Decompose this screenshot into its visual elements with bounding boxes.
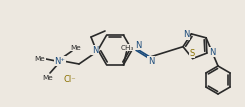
Text: CH₃: CH₃ [121, 45, 134, 51]
Text: N: N [148, 56, 154, 65]
Text: N⁺: N⁺ [55, 56, 65, 65]
Text: Me: Me [71, 45, 81, 51]
Text: Cl⁻: Cl⁻ [64, 74, 76, 83]
Text: Me: Me [43, 75, 53, 81]
Text: S: S [189, 49, 194, 58]
Text: N: N [209, 48, 215, 57]
Text: N: N [135, 41, 141, 50]
Text: N: N [92, 45, 98, 54]
Text: Me: Me [35, 56, 45, 62]
Text: N: N [183, 30, 190, 39]
